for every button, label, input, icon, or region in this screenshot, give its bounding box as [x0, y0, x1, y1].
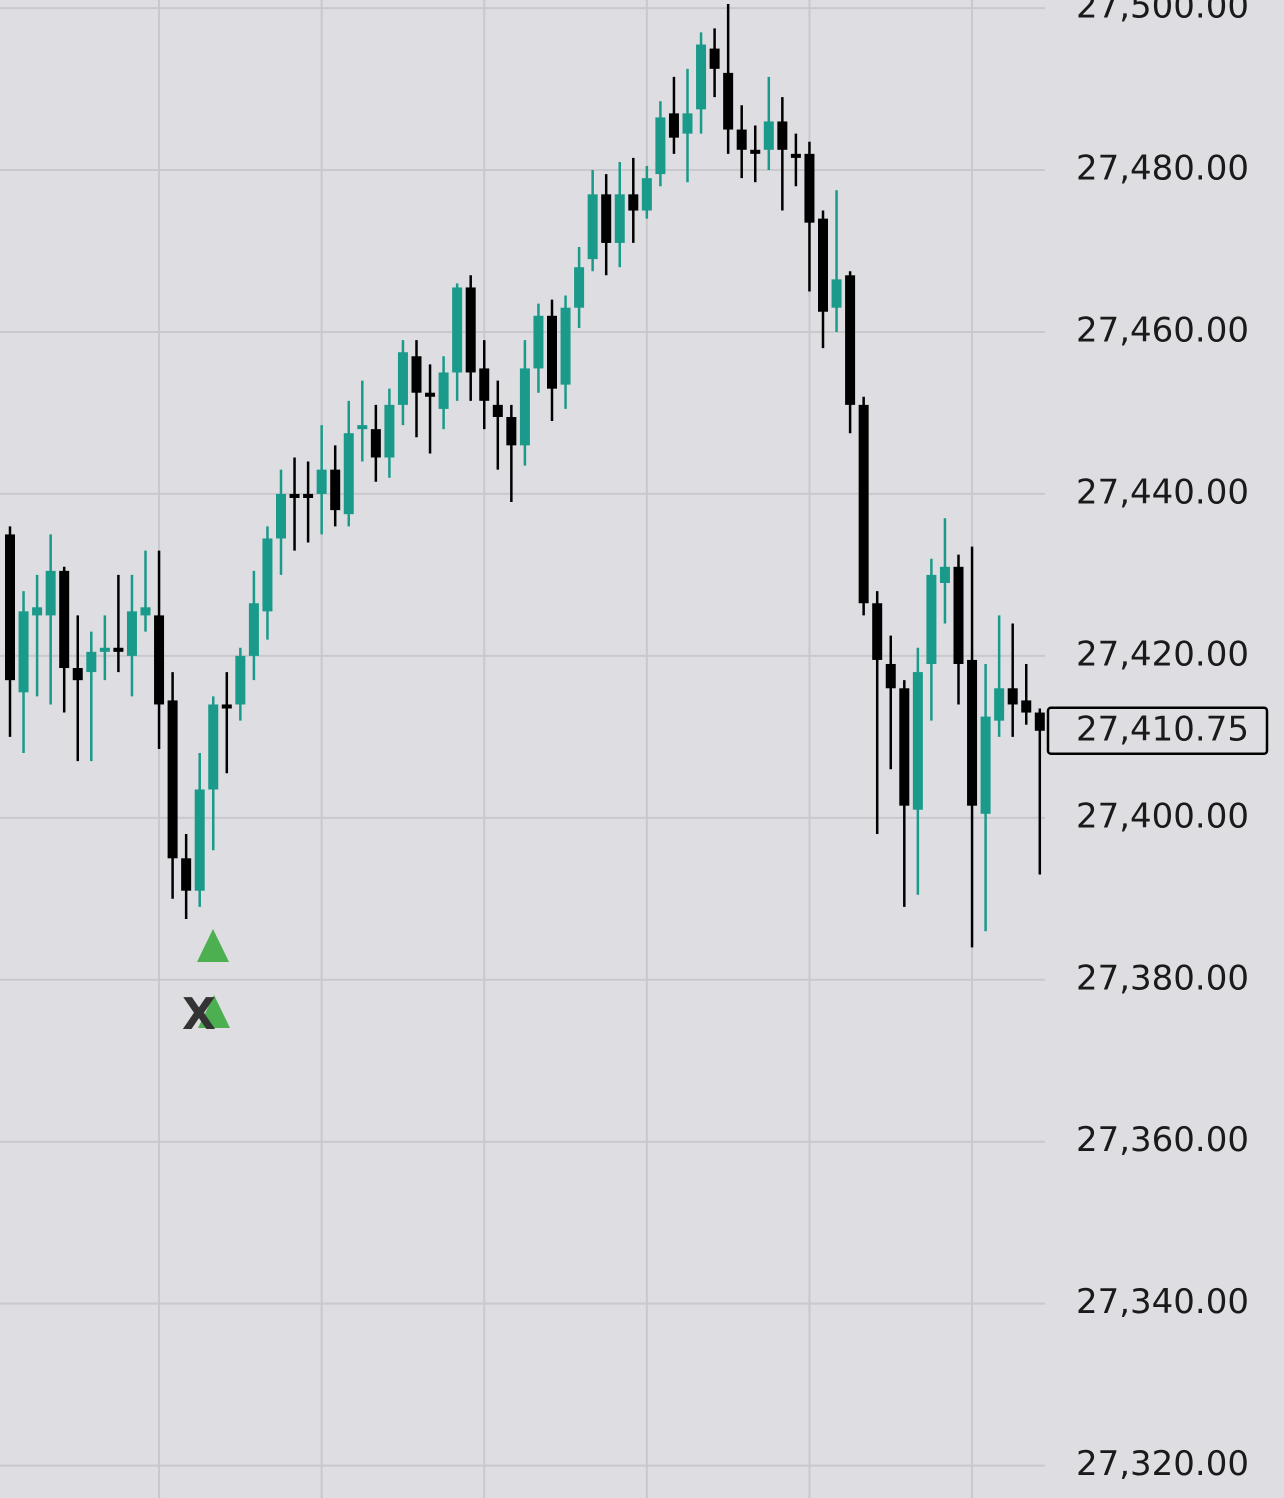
- candle-body: [790, 153, 801, 158]
- candle-body: [1034, 712, 1045, 731]
- candle-body: [208, 704, 219, 790]
- candle-body: [682, 113, 693, 134]
- candle-body: [140, 607, 151, 616]
- signal-arrow: [198, 995, 230, 1028]
- candle-body: [560, 307, 571, 385]
- candle-body: [479, 368, 490, 401]
- y-tick-label: 27,380.00: [1076, 958, 1249, 998]
- signal-arrow: [197, 929, 229, 962]
- candle-body: [709, 48, 720, 69]
- candle-body: [18, 611, 29, 693]
- candle-body: [316, 469, 327, 494]
- candle-body: [750, 149, 761, 154]
- candle-body: [994, 688, 1005, 721]
- candle-body: [519, 368, 530, 446]
- candle-body: [45, 570, 56, 616]
- candle-body: [628, 194, 639, 211]
- candle-body: [289, 493, 300, 498]
- candle-body: [181, 858, 192, 891]
- candle-body: [425, 392, 436, 397]
- candle-body: [574, 267, 585, 308]
- candle-body: [696, 44, 707, 110]
- candle-body: [452, 287, 463, 373]
- y-tick-label: 27,440.00: [1076, 472, 1249, 512]
- candle-body: [777, 121, 788, 150]
- candle-body: [804, 153, 815, 223]
- candle-body: [357, 425, 368, 430]
- y-tick-label: 27,500.00: [1076, 0, 1249, 27]
- candle-body: [601, 194, 612, 243]
- candle-body: [330, 469, 341, 511]
- candle-body: [506, 417, 517, 446]
- candle-body: [72, 668, 83, 681]
- candle-body: [384, 404, 395, 458]
- y-tick-label: 27,400.00: [1076, 796, 1249, 836]
- candle-body: [411, 356, 422, 393]
- candle-body: [899, 688, 910, 806]
- candle-body: [668, 113, 679, 138]
- signal-text: X: [182, 989, 216, 1040]
- candle-body: [845, 275, 856, 405]
- y-tick-label: 27,340.00: [1076, 1282, 1249, 1322]
- candle-body: [248, 603, 259, 656]
- candle-body: [32, 607, 43, 616]
- candle-body: [641, 178, 652, 211]
- candle-body: [1021, 700, 1032, 713]
- candle-body: [99, 647, 110, 652]
- candle-body: [818, 218, 828, 312]
- candle-body: [939, 566, 950, 584]
- candle-body: [872, 603, 883, 660]
- y-tick-label: 27,480.00: [1076, 149, 1249, 189]
- candle-body: [343, 433, 354, 515]
- current-price-label: 27,410.75: [1076, 709, 1249, 749]
- candle-body: [492, 404, 503, 418]
- candle-body: [276, 493, 286, 539]
- candle-body: [953, 566, 964, 664]
- candle-body: [154, 615, 165, 705]
- candle-body: [967, 659, 978, 806]
- y-tick-label: 27,420.00: [1076, 634, 1249, 674]
- candle-body: [86, 651, 97, 673]
- candle-body: [113, 647, 124, 652]
- candle-body: [926, 574, 937, 664]
- candle-body: [831, 279, 842, 308]
- candle-body: [587, 194, 598, 260]
- current-price-box: [1046, 706, 1269, 756]
- candle-body: [723, 72, 734, 130]
- candle-body: [736, 129, 747, 150]
- candle-body: [397, 352, 408, 405]
- candle-body: [465, 287, 476, 373]
- candle-body: [438, 372, 449, 409]
- candle-body: [5, 534, 15, 681]
- candle-body: [370, 429, 381, 458]
- candle-body: [221, 704, 232, 709]
- candle-body: [167, 700, 178, 859]
- candle-body: [303, 493, 314, 498]
- candle-body: [126, 611, 137, 656]
- y-tick-label: 27,460.00: [1076, 310, 1249, 350]
- y-tick-label: 27,320.00: [1076, 1444, 1249, 1484]
- candle-body: [655, 117, 666, 175]
- candle-body: [980, 716, 991, 814]
- candle-body: [235, 655, 246, 705]
- candle-body: [59, 570, 70, 669]
- candle-body: [885, 663, 896, 689]
- candle-body: [262, 538, 273, 612]
- candle-body: [547, 315, 557, 389]
- candle-body: [858, 404, 869, 604]
- candle-body: [194, 789, 205, 891]
- candle-body: [912, 672, 923, 810]
- candle-body: [1007, 688, 1018, 705]
- candle-body: [533, 315, 544, 369]
- y-tick-label: 27,360.00: [1076, 1120, 1249, 1160]
- candle-body: [763, 121, 774, 150]
- candle-body: [614, 194, 625, 243]
